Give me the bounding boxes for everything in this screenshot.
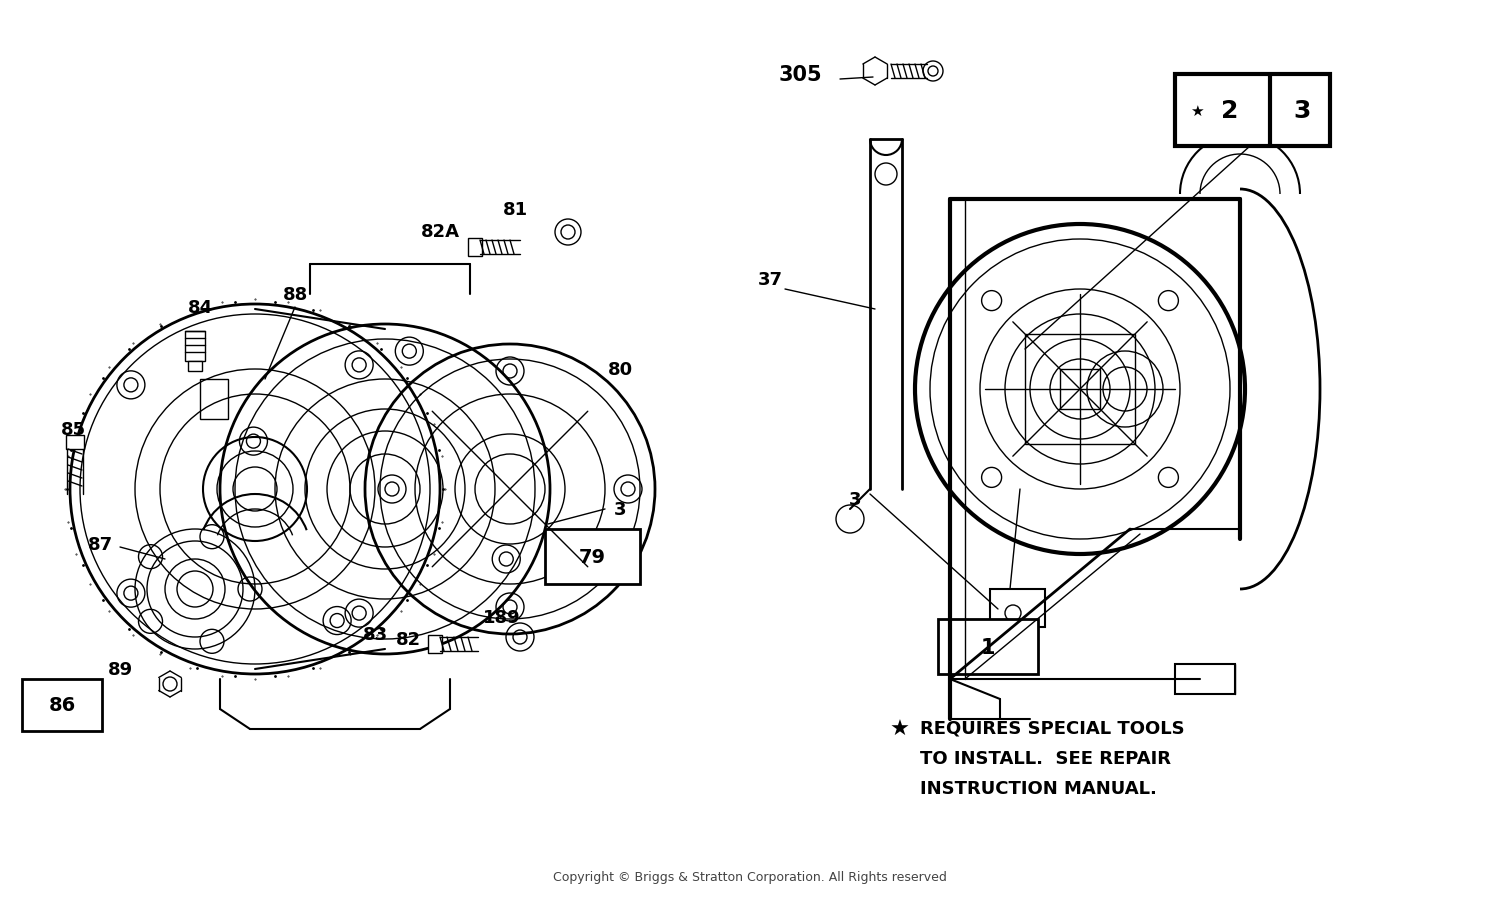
Text: 88: 88 [282,285,308,303]
Text: 37: 37 [758,271,783,289]
Text: 3: 3 [849,490,861,508]
Bar [990,590,1046,628]
Bar [184,331,206,361]
Bar [22,679,102,731]
Text: TO INSTALL.  SEE REPAIR: TO INSTALL. SEE REPAIR [920,749,1172,768]
Text: 87: 87 [87,535,112,554]
Text: 305: 305 [778,65,822,85]
Text: 189: 189 [483,609,520,627]
Text: 84: 84 [188,299,213,317]
Bar [1174,665,1234,694]
Text: 79: 79 [579,548,606,567]
Text: 3: 3 [1293,99,1311,123]
Text: 86: 86 [48,695,75,714]
Bar [66,435,84,450]
Text: 85: 85 [60,421,86,439]
Bar [427,636,442,653]
Text: 83: 83 [363,625,387,643]
Bar [468,238,482,256]
Text: 2: 2 [1221,99,1239,123]
Text: 3: 3 [614,500,626,518]
Bar [1174,75,1330,147]
Text: Copyright © Briggs & Stratton Corporation. All Rights reserved: Copyright © Briggs & Stratton Corporatio… [554,870,946,883]
Text: ★: ★ [1190,103,1203,118]
Text: 1: 1 [981,638,994,657]
Text: 80: 80 [608,360,633,378]
Bar [1024,335,1136,444]
Text: 81: 81 [503,200,528,219]
Bar [544,529,640,584]
Text: REQUIRES SPECIAL TOOLS: REQUIRES SPECIAL TOOLS [920,719,1185,737]
Text: 82: 82 [396,630,420,648]
Bar [938,619,1038,675]
Bar [1060,369,1100,410]
Text: 89: 89 [108,660,132,678]
Text: 82A: 82A [420,223,459,241]
Text: INSTRUCTION MANUAL.: INSTRUCTION MANUAL. [920,779,1156,797]
Bar [200,379,228,420]
Text: ★: ★ [890,719,910,740]
Bar [188,361,202,372]
